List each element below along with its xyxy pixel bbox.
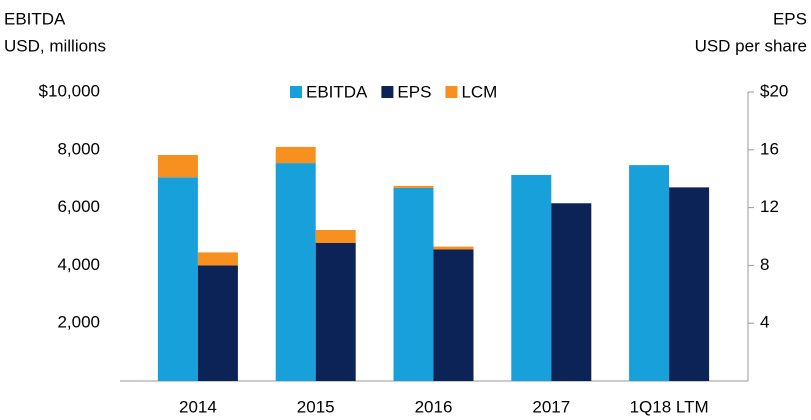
legend-label: LCM	[461, 82, 497, 101]
y-tick-label: 8,000	[57, 139, 100, 158]
y-tick-label: 2,000	[57, 313, 100, 332]
bar	[629, 165, 670, 381]
bar	[197, 252, 238, 266]
y2-axis-label: EPS	[773, 9, 807, 28]
bar	[511, 174, 552, 381]
bar	[669, 187, 710, 381]
bar	[433, 249, 474, 381]
x-tick-label: 2015	[297, 397, 335, 416]
bar	[275, 146, 316, 164]
bar	[275, 163, 316, 381]
y-tick-label: 4,000	[57, 255, 100, 274]
y2-tick-label: 16	[760, 139, 779, 158]
legend-label: EBITDA	[306, 82, 368, 101]
bar	[157, 177, 198, 381]
bar	[315, 243, 356, 381]
x-tick-label: 1Q18 LTM	[630, 397, 709, 416]
y2-tick-label: 12	[760, 197, 779, 216]
bar	[157, 155, 198, 178]
x-tick-label: 2014	[179, 397, 217, 416]
y2-axis-label: USD per share	[695, 36, 807, 55]
bar	[315, 229, 356, 244]
bar	[433, 246, 474, 250]
bar	[393, 187, 434, 381]
legend-swatch	[290, 86, 302, 98]
legend-swatch	[445, 86, 458, 98]
legend-swatch	[381, 86, 394, 98]
bar	[393, 185, 434, 188]
y2-tick-label: 8	[760, 255, 769, 274]
y-tick-label: 6,000	[57, 197, 100, 216]
x-tick-label: 2016	[415, 397, 453, 416]
y-axis-label: EBITDA	[4, 9, 66, 28]
y2-tick-label: 4	[760, 313, 769, 332]
bar	[551, 203, 592, 381]
y-axis-label: USD, millions	[4, 36, 106, 55]
bar	[197, 265, 238, 381]
x-tick-label: 2017	[532, 397, 570, 416]
legend-label: EPS	[397, 82, 431, 101]
y-tick-label: $10,000	[39, 81, 100, 100]
y2-tick-label: $20	[760, 81, 788, 100]
